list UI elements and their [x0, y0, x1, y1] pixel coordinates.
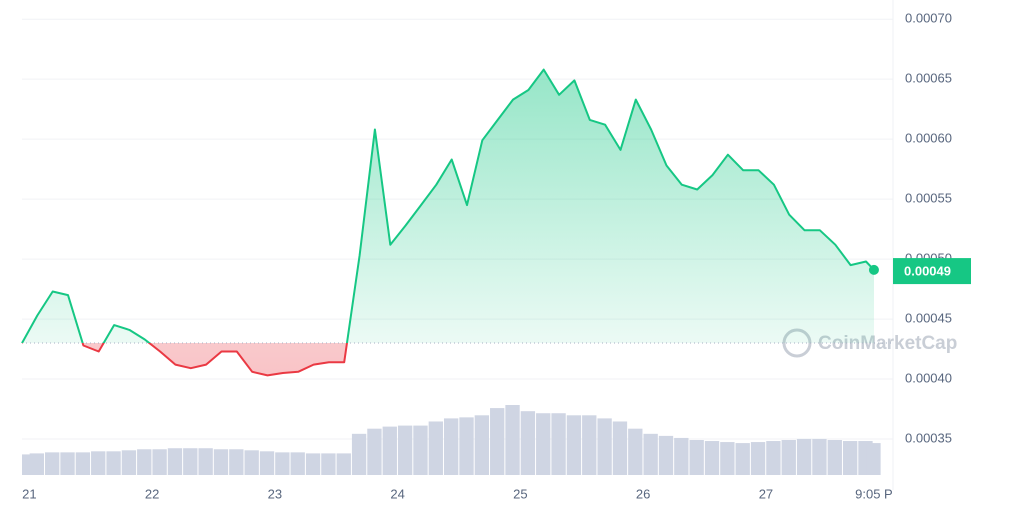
volume-bar: [152, 449, 167, 475]
x-tick-label: 24: [390, 486, 404, 501]
volume-bar: [91, 451, 106, 475]
volume-bar: [367, 428, 382, 475]
volume-bar: [597, 418, 612, 475]
y-tick-label: 0.00035: [905, 430, 952, 445]
volume-bar: [658, 435, 674, 475]
price-line-down: [21, 343, 348, 377]
volume-bar: [336, 453, 351, 475]
volume-bar: [520, 411, 536, 475]
x-tick-label: 27: [759, 486, 773, 501]
volume-bar: [866, 443, 881, 475]
x-tick-label: 25: [513, 486, 527, 501]
volume-bar: [443, 418, 459, 475]
volume-bar: [45, 452, 60, 475]
volume-bar: [60, 452, 75, 475]
volume-bar: [459, 417, 474, 475]
volume-bar: [566, 415, 582, 475]
volume-bar: [259, 451, 275, 475]
volume-bar: [29, 453, 45, 475]
y-tick-label: 0.00040: [905, 370, 952, 385]
volume-bar: [75, 452, 91, 475]
volume-bar: [428, 421, 443, 475]
volume-bar: [290, 452, 305, 475]
volume-bar: [704, 441, 720, 475]
volume-bar: [582, 415, 597, 475]
volume-bar: [397, 425, 413, 475]
volume-bar: [490, 408, 505, 475]
volume-bar: [244, 450, 259, 475]
price-tag-box: [893, 258, 971, 285]
volume-bar: [474, 415, 490, 475]
volume-bar: [643, 433, 658, 475]
volume-bar: [198, 448, 213, 475]
volume-bar: [213, 449, 229, 475]
x-tick-label: 23: [268, 486, 282, 501]
volume-bar: [689, 440, 704, 475]
volume-bar: [735, 443, 750, 475]
price-tag-text: 0.00049: [904, 264, 951, 279]
volume-bar: [183, 448, 198, 475]
volume-bar: [382, 426, 397, 475]
volume-bar: [781, 440, 796, 475]
volume-bar: [720, 442, 735, 475]
volume-bar: [536, 413, 551, 475]
x-tick-label: 22: [145, 486, 159, 501]
volume-bar: [612, 421, 628, 475]
volume-bar: [796, 438, 812, 475]
volume-bar: [305, 453, 321, 475]
volume-bar: [750, 442, 766, 475]
price-line-up: [21, 68, 875, 344]
volume-bar: [842, 441, 858, 475]
volume-bar: [628, 428, 643, 475]
volume-bar: [351, 433, 367, 475]
y-tick-label: 0.00060: [905, 131, 952, 146]
volume-bar: [674, 437, 689, 475]
volume-bar: [167, 448, 183, 475]
x-tick-label: 9:05 P: [855, 486, 893, 501]
area-above: [22, 69, 874, 344]
y-tick-label: 0.00065: [905, 71, 952, 86]
y-tick-label: 0.00055: [905, 191, 952, 206]
volume-bar: [321, 453, 336, 475]
volume-bar: [766, 441, 781, 475]
volume-bar: [121, 450, 137, 475]
volume-bar: [812, 438, 827, 475]
last-point: [868, 264, 879, 275]
volume-bar: [137, 449, 152, 475]
volume-bar: [413, 425, 428, 475]
volume-bar: [827, 440, 842, 475]
volume-bar: [275, 452, 290, 475]
volume-bar: [551, 413, 566, 475]
y-tick-label: 0.00070: [905, 11, 952, 26]
volume-bar: [106, 451, 121, 475]
x-tick-label: 21: [22, 486, 36, 501]
y-tick-label: 0.00045: [905, 311, 952, 326]
x-tick-label: 26: [636, 486, 650, 501]
volume-bar: [229, 449, 244, 475]
volume-bar: [505, 405, 520, 475]
